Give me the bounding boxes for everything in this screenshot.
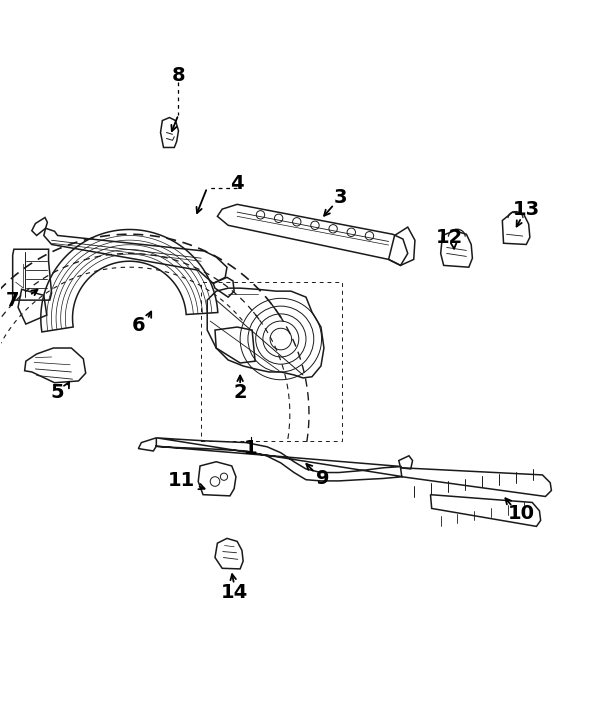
Text: 14: 14 — [221, 583, 248, 602]
Text: 8: 8 — [172, 66, 185, 85]
Text: 9: 9 — [316, 469, 329, 488]
Text: 12: 12 — [436, 228, 463, 247]
Text: 10: 10 — [508, 504, 535, 523]
Text: 13: 13 — [513, 200, 540, 219]
Text: 6: 6 — [131, 316, 145, 335]
Text: 2: 2 — [233, 384, 247, 402]
Text: 7: 7 — [6, 290, 19, 309]
Text: 5: 5 — [51, 384, 64, 402]
Bar — [201, 282, 342, 441]
Text: 11: 11 — [168, 472, 195, 491]
Text: 1: 1 — [244, 439, 258, 458]
Text: 4: 4 — [230, 174, 244, 193]
Text: 3: 3 — [334, 188, 347, 207]
